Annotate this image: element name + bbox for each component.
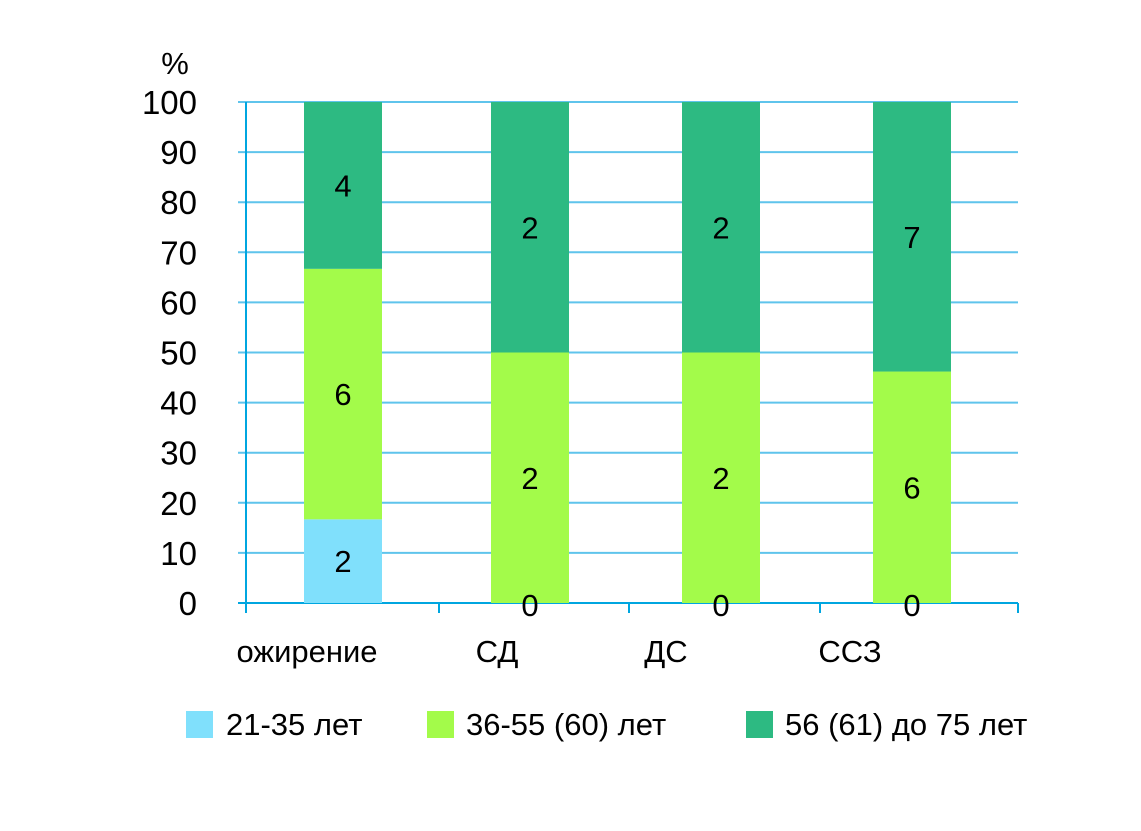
data-label: 0 bbox=[903, 588, 920, 623]
data-labels: 2 6 4 0 2 2 0 2 2 0 6 7 bbox=[334, 168, 920, 623]
data-label: 2 bbox=[712, 210, 729, 245]
data-label: 4 bbox=[334, 168, 351, 203]
legend-label: 56 (61) до 75 лет bbox=[785, 707, 1027, 742]
data-label: 2 bbox=[521, 210, 538, 245]
y-tick-label: 50 bbox=[160, 335, 197, 372]
bar-segment bbox=[491, 352, 569, 603]
bar-segment bbox=[873, 102, 951, 372]
data-label: 6 bbox=[903, 470, 920, 505]
bar-segment bbox=[873, 371, 951, 603]
y-tick-label: 70 bbox=[160, 234, 197, 271]
y-tick-labels: 0 10 20 30 40 50 60 70 80 90 100 bbox=[142, 84, 197, 622]
legend-item: 56 (61) до 75 лет bbox=[746, 707, 1027, 742]
x-category-labels: ожирение СД ДС ССЗ bbox=[236, 634, 881, 669]
legend-swatch bbox=[427, 711, 454, 738]
x-category-label: ДС bbox=[644, 634, 687, 669]
data-label: 2 bbox=[334, 544, 351, 579]
y-tick-label: 10 bbox=[160, 535, 197, 572]
bar-segment bbox=[304, 519, 382, 603]
bar-segment bbox=[304, 268, 382, 520]
bar-segment bbox=[682, 352, 760, 603]
y-tick-label: 40 bbox=[160, 385, 197, 422]
legend-item: 36-55 (60) лет bbox=[427, 707, 666, 742]
y-tick-label: 60 bbox=[160, 284, 197, 321]
y-tick-label: 20 bbox=[160, 485, 197, 522]
bar-segment bbox=[491, 102, 569, 353]
legend-item: 21-35 лет bbox=[186, 707, 362, 742]
data-label: 0 bbox=[712, 588, 729, 623]
y-tick-label: 90 bbox=[160, 134, 197, 171]
legend-swatch bbox=[186, 711, 213, 738]
legend: 21-35 лет 36-55 (60) лет 56 (61) до 75 лет bbox=[186, 707, 1027, 742]
x-category-label: ССЗ bbox=[818, 634, 881, 669]
y-tick-label: 80 bbox=[160, 184, 197, 221]
legend-swatch bbox=[746, 711, 773, 738]
data-label: 2 bbox=[521, 461, 538, 496]
y-tick-label: 100 bbox=[142, 84, 197, 121]
y-tick-label: 30 bbox=[160, 435, 197, 472]
y-tick-label: 0 bbox=[179, 585, 197, 622]
y-unit-label: % bbox=[161, 46, 189, 81]
bars bbox=[304, 102, 951, 603]
bar-segment bbox=[682, 102, 760, 353]
x-category-label: ожирение bbox=[236, 634, 377, 669]
data-label: 2 bbox=[712, 461, 729, 496]
legend-label: 36-55 (60) лет bbox=[466, 707, 666, 742]
x-category-label: СД bbox=[476, 634, 519, 669]
data-label: 7 bbox=[903, 220, 920, 255]
legend-label: 21-35 лет bbox=[226, 707, 362, 742]
data-label: 0 bbox=[521, 588, 538, 623]
data-label: 6 bbox=[334, 377, 351, 412]
bar-segment bbox=[304, 102, 382, 269]
